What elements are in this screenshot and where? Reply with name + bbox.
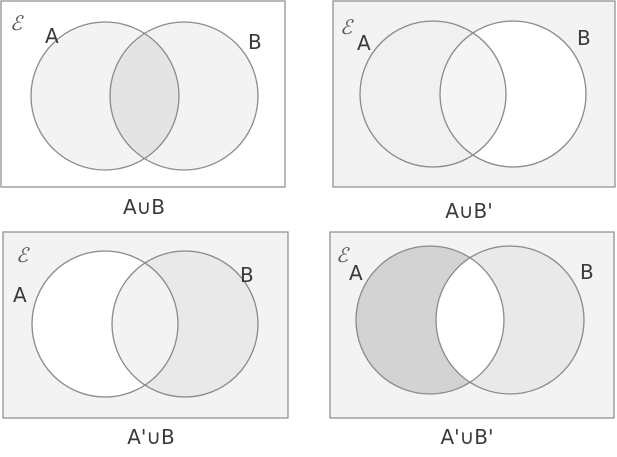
- set-b-outline: [435, 245, 585, 395]
- set-a-outline: [359, 20, 507, 168]
- intersection-region: [110, 22, 179, 170]
- set-a-label: A: [13, 283, 27, 307]
- panel-caption: A'∪B': [440, 425, 493, 449]
- universe-symbol: ℰ: [16, 243, 30, 267]
- panel-caption: A∪B': [445, 199, 493, 223]
- set-b-label: B: [577, 26, 591, 50]
- venn-panel-a-complement-union-b-complement: ℰ A B A'∪B': [329, 231, 615, 449]
- set-b-outline: [111, 250, 259, 398]
- set-a-outline: [31, 250, 179, 398]
- set-b-label: B: [248, 30, 262, 54]
- intersection-region: [112, 251, 178, 397]
- set-a-outline: [30, 21, 180, 171]
- universe-symbol: ℰ: [10, 11, 24, 35]
- venn-panel-a-union-b-complement: ℰ A B A∪B': [332, 0, 616, 223]
- set-b-label: B: [580, 260, 594, 284]
- universe-symbol: ℰ: [340, 15, 354, 39]
- intersection-region: [440, 21, 506, 167]
- set-a-outline: [355, 245, 505, 395]
- panel-caption: A'∪B: [127, 425, 175, 449]
- set-b-label: B: [240, 263, 254, 287]
- venn-panel-a-complement-union-b: ℰ A B A'∪B: [2, 231, 289, 449]
- set-a-label: A: [45, 24, 59, 48]
- venn-panel-a-union-b: ℰ A B A∪B: [0, 0, 286, 219]
- intersection-region: [436, 246, 504, 394]
- set-a-label: A: [357, 31, 371, 55]
- set-a-label: A: [349, 261, 363, 285]
- set-b-outline: [439, 20, 587, 168]
- set-b-outline: [109, 21, 259, 171]
- panel-caption: A∪B: [123, 195, 165, 219]
- universe-symbol: ℰ: [336, 243, 350, 267]
